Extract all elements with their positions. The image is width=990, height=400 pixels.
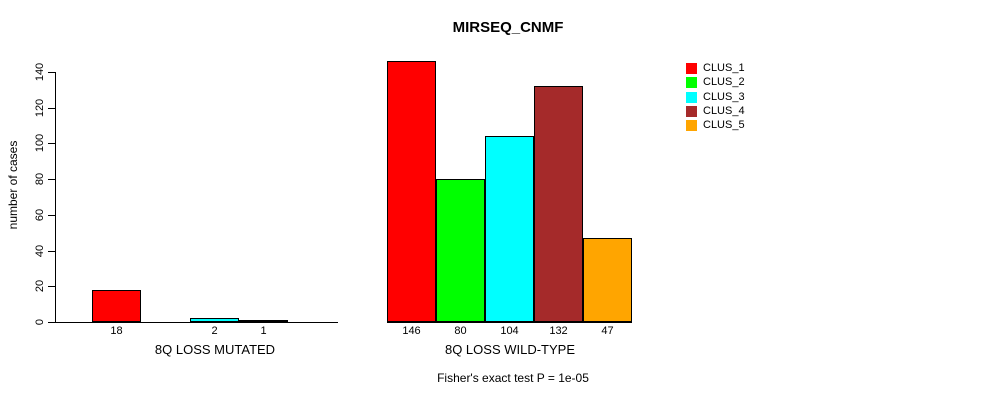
group-label-mutated: 8Q LOSS MUTATED [154, 342, 276, 357]
legend-swatch-icon [686, 76, 697, 88]
bar-value-label: 1 [260, 325, 267, 337]
legend-item: CLUS_2 [686, 76, 745, 88]
clus-3-bar-mutated [190, 318, 239, 322]
clus-1-bar-wild-type [387, 61, 436, 322]
fisher-test-annotation: Fisher's exact test P = 1e-05 [437, 371, 589, 385]
clus-4-bar-mutated [239, 320, 288, 322]
y-axis-line [55, 72, 56, 323]
legend-swatch-icon [686, 105, 697, 117]
x-axis-baseline [387, 322, 632, 323]
clus-1-bar-mutated [92, 290, 141, 322]
legend-item-label: CLUS_1 [703, 62, 745, 74]
y-tick-label: 80 [34, 172, 46, 186]
legend-item-label: CLUS_4 [703, 105, 745, 117]
legend-swatch-icon [686, 91, 697, 103]
bar-value-label: 132 [549, 325, 568, 337]
clus-3-bar-wild-type [485, 136, 534, 322]
y-tick-label: 20 [34, 279, 46, 293]
clus-4-bar-wild-type [534, 86, 583, 322]
y-tick-label: 120 [34, 98, 46, 118]
legend: CLUS_1 CLUS_2 CLUS_3 CLUS_4 CLUS_5 [686, 62, 816, 152]
clus-2-bar-wild-type [436, 179, 485, 322]
y-tick-label: 100 [34, 133, 46, 153]
bar-value-label: 80 [454, 325, 467, 337]
y-axis-tick [48, 215, 55, 216]
legend-item-label: CLUS_3 [703, 91, 745, 103]
clus-5-bar-wild-type [583, 238, 632, 322]
y-axis-tick [48, 72, 55, 73]
legend-item: CLUS_4 [686, 105, 745, 117]
legend-item: CLUS_5 [686, 119, 745, 131]
group-label-wild-type: 8Q LOSS WILD-TYPE [444, 342, 576, 357]
bar-value-label: 104 [500, 325, 519, 337]
y-axis-tick [48, 179, 55, 180]
bar-value-label: 2 [211, 325, 218, 337]
chart-title: MIRSEQ_CNMF [452, 19, 564, 36]
legend-item-label: CLUS_2 [703, 76, 745, 88]
legend-item: CLUS_3 [686, 91, 745, 103]
bar-value-label: 18 [110, 325, 123, 337]
bar-value-label: 47 [601, 325, 614, 337]
y-axis-tick [48, 108, 55, 109]
bar-value-label: 146 [402, 325, 421, 337]
y-axis-tick [48, 286, 55, 287]
y-axis-tick [48, 143, 55, 144]
y-tick-label: 140 [34, 62, 46, 82]
legend-swatch-icon [686, 119, 697, 131]
y-axis-tick [48, 322, 55, 323]
x-axis-baseline [55, 322, 338, 323]
legend-item: CLUS_1 [686, 62, 745, 74]
y-tick-label: 0 [34, 318, 46, 326]
y-tick-label: 40 [34, 244, 46, 258]
legend-swatch-icon [686, 62, 697, 74]
legend-item-label: CLUS_5 [703, 119, 745, 131]
y-tick-label: 60 [34, 208, 46, 222]
y-axis-tick [48, 251, 55, 252]
